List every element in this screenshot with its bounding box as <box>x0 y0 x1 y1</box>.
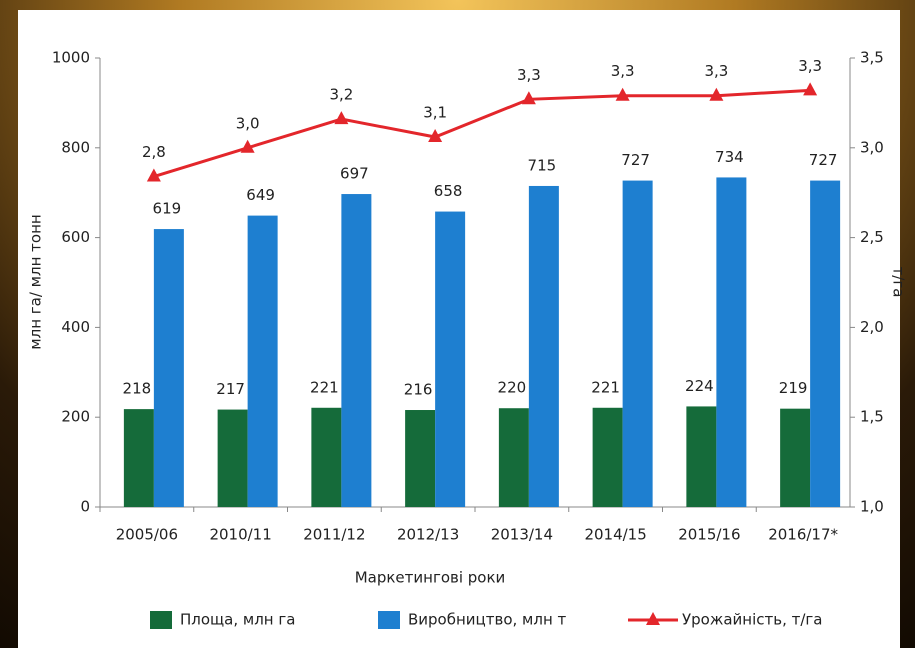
x-tick-label: 2012/13 <box>397 526 459 544</box>
y2-tick-label: 2,0 <box>860 318 884 336</box>
bar-value-label: 649 <box>246 186 275 204</box>
y-tick-label: 600 <box>61 228 90 246</box>
bar-value-label: 221 <box>310 378 339 396</box>
bar <box>623 181 653 507</box>
bar <box>810 181 840 507</box>
line-value-label: 3,3 <box>704 62 728 80</box>
bar <box>686 406 716 507</box>
legend-label: Виробництво, млн т <box>408 611 567 629</box>
line-value-label: 3,2 <box>329 86 353 104</box>
bar <box>593 408 623 507</box>
x-tick-label: 2005/06 <box>116 526 178 544</box>
bar <box>218 410 248 507</box>
bar-value-label: 697 <box>340 165 369 183</box>
bar <box>529 186 559 507</box>
bar <box>435 212 465 507</box>
bar-value-label: 219 <box>779 379 808 397</box>
line-value-label: 3,1 <box>423 104 447 122</box>
y-axis-title: млн га/ млн тонн <box>27 214 45 349</box>
bar <box>716 177 746 507</box>
legend-swatch <box>378 611 400 629</box>
bar-value-label: 224 <box>685 377 714 395</box>
line-value-label: 2,8 <box>142 143 166 161</box>
bar-value-label: 218 <box>123 380 152 398</box>
x-tick-label: 2016/17* <box>768 526 838 544</box>
bar-value-label: 734 <box>715 148 744 166</box>
bar <box>248 216 278 507</box>
legend-label: Урожайність, т/га <box>682 611 823 629</box>
bar <box>154 229 184 507</box>
x-tick-label: 2011/12 <box>303 526 365 544</box>
y2-tick-label: 2,5 <box>860 228 884 246</box>
y-tick-label: 1000 <box>52 49 90 67</box>
x-tick-label: 2014/15 <box>584 526 646 544</box>
x-axis-title: Маркетингові роки <box>355 569 506 587</box>
y2-tick-label: 1,5 <box>860 408 884 426</box>
page: {"chart_data": { "type": "bar-line", "x_… <box>0 0 915 648</box>
bar-value-label: 217 <box>216 380 245 398</box>
x-tick-label: 2015/16 <box>678 526 740 544</box>
y2-tick-label: 1,0 <box>860 498 884 516</box>
bar-value-label: 220 <box>498 379 527 397</box>
y-tick-label: 800 <box>61 138 90 156</box>
y2-tick-label: 3,5 <box>860 49 884 67</box>
x-tick-label: 2013/14 <box>491 526 553 544</box>
y-tick-label: 0 <box>80 498 90 516</box>
legend-swatch <box>150 611 172 629</box>
bar-value-label: 619 <box>153 200 182 218</box>
bar <box>124 409 154 507</box>
y-tick-label: 200 <box>61 408 90 426</box>
bar <box>780 409 810 507</box>
bar-value-label: 715 <box>528 156 557 174</box>
line-value-label: 3,0 <box>236 114 260 132</box>
bar <box>499 408 529 507</box>
bar <box>341 194 371 507</box>
bar <box>311 408 341 507</box>
bar <box>405 410 435 507</box>
bar-value-label: 658 <box>434 182 463 200</box>
line-value-label: 3,3 <box>798 57 822 75</box>
x-tick-label: 2010/11 <box>209 526 271 544</box>
y2-tick-label: 3,0 <box>860 138 884 156</box>
bar-value-label: 727 <box>809 151 838 169</box>
line-value-label: 3,3 <box>611 62 635 80</box>
bar-value-label: 727 <box>621 151 650 169</box>
legend-label: Площа, млн га <box>180 611 295 629</box>
bar-value-label: 221 <box>591 378 620 396</box>
bar-value-label: 216 <box>404 381 433 399</box>
line-value-label: 3,3 <box>517 66 541 84</box>
y2-axis-title: т/га <box>890 267 908 298</box>
chart: Маркетингові роки млн га/ млн тонн т/га … <box>0 0 915 648</box>
y-tick-label: 400 <box>61 318 90 336</box>
